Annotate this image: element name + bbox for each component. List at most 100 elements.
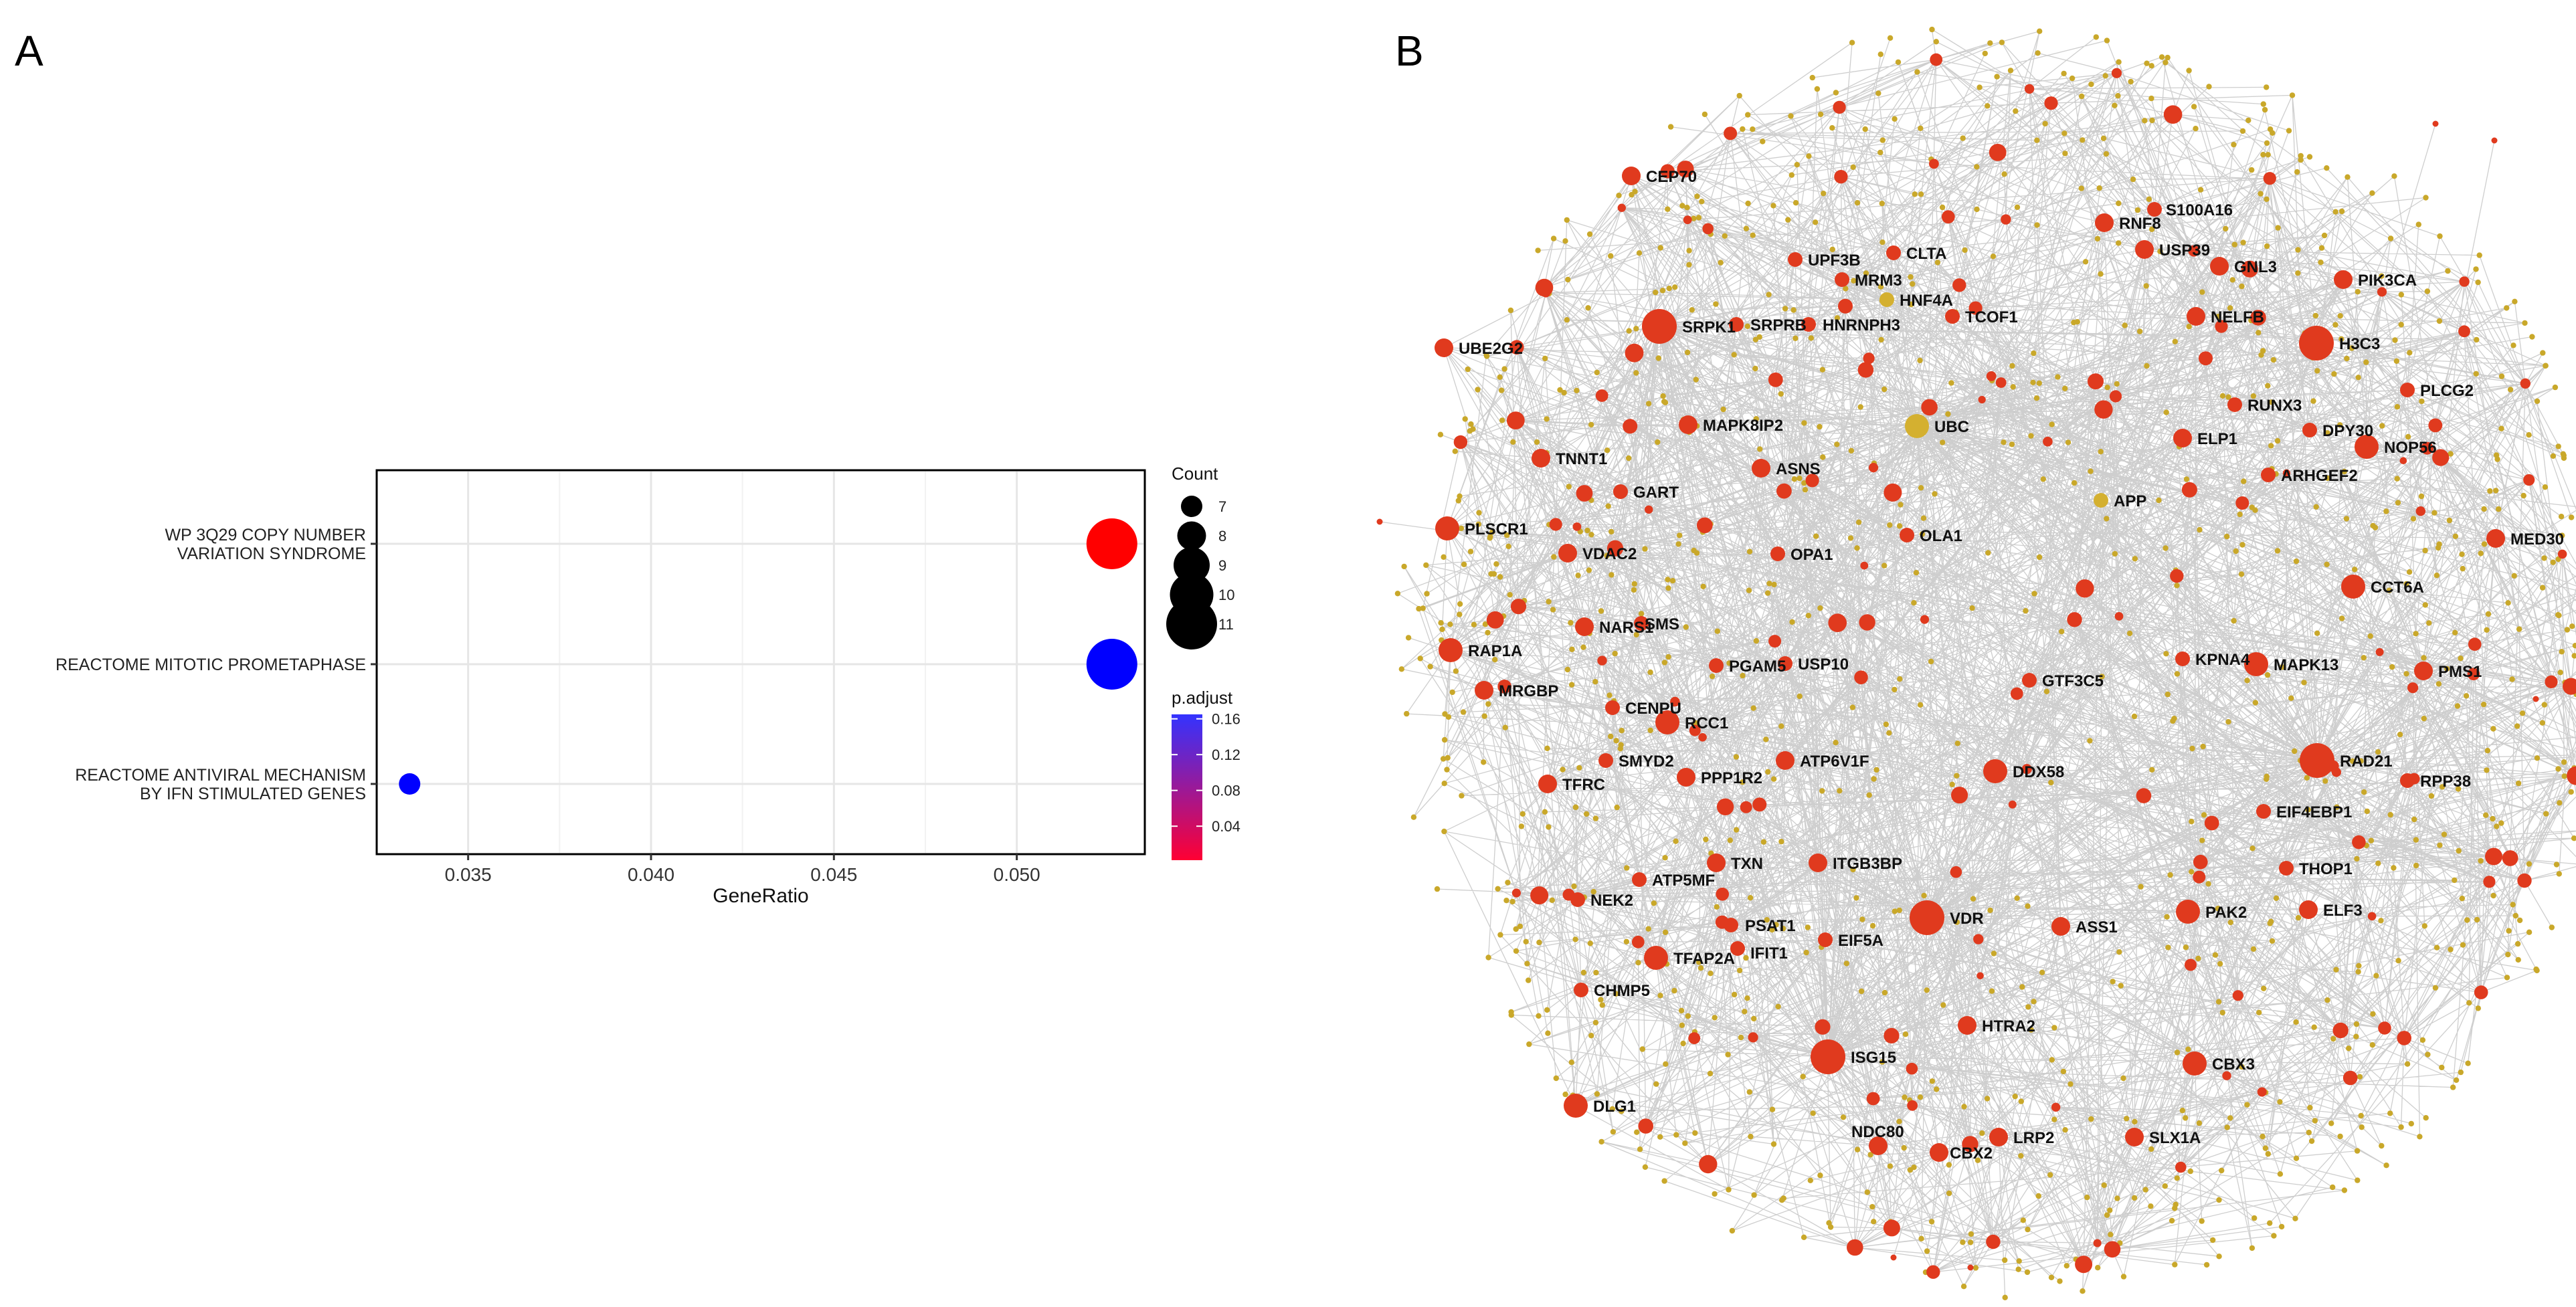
- node-label-dlg1: DLG1: [1593, 1098, 1636, 1116]
- minor-node-640: [2031, 591, 2037, 597]
- minor-node-761: [2186, 324, 2192, 330]
- minor-node-561: [2256, 1009, 2262, 1016]
- minor-node-1007: [1871, 1219, 1877, 1225]
- minor-node-413: [2043, 688, 2050, 695]
- minor-node-852: [1726, 1187, 1732, 1193]
- minor-node-795: [1449, 689, 1455, 696]
- minor-node-166: [2398, 322, 2404, 328]
- minor-node-611: [2239, 542, 2245, 548]
- minor-node-607: [2392, 337, 2398, 343]
- minor-node-890: [1660, 393, 1666, 399]
- minor-node-100: [2292, 1215, 2298, 1221]
- minor-node-790: [2419, 1037, 2426, 1043]
- minor-node-390: [2049, 421, 2055, 427]
- p-adjust-tick-label-0: 0.16: [1212, 711, 1240, 728]
- minor-node-623: [2040, 476, 2046, 482]
- minor-node-8: [1946, 1190, 1952, 1197]
- minor-node-654: [1442, 711, 1448, 717]
- minor-node-599: [1782, 306, 1788, 312]
- minor-node-841: [2048, 1274, 2055, 1281]
- node-label-cct6a: CCT6A: [2371, 579, 2424, 597]
- minor-node-553: [2466, 1000, 2472, 1006]
- minor-node-1063: [2144, 60, 2150, 66]
- minor-node-768: [2498, 820, 2504, 826]
- minor-node-831: [1770, 203, 1776, 209]
- unlabeled-hub-125: [2222, 1071, 2231, 1080]
- minor-node-466: [2322, 778, 2328, 784]
- node-label-s100a16: S100A16: [2166, 201, 2233, 219]
- minor-node-149: [1639, 1046, 1645, 1052]
- node-label-mrgbp: MRGBP: [1499, 682, 1558, 700]
- unlabeled-hub-61: [1702, 223, 1714, 235]
- minor-node-968: [2115, 93, 2121, 99]
- minor-node-872: [1598, 608, 1604, 614]
- node-label-isg15: ISG15: [1851, 1049, 1896, 1067]
- minor-node-985: [2557, 670, 2563, 676]
- minor-node-134: [1877, 149, 1883, 156]
- minor-node-699: [2039, 969, 2045, 976]
- minor-node-383: [1699, 199, 1705, 205]
- minor-node-568: [2437, 842, 2443, 848]
- minor-node-685: [2337, 1133, 2343, 1140]
- minor-node-701: [1954, 773, 1960, 779]
- minor-node-1041: [1857, 404, 1863, 410]
- minor-node-73: [2148, 226, 2155, 232]
- node-label-usp10: USP10: [1798, 656, 1849, 674]
- minor-node-884: [1940, 439, 1946, 445]
- minor-node-156: [1626, 455, 1632, 462]
- minor-node-1082: [2426, 620, 2432, 626]
- outlier-node-2: [1376, 518, 1383, 525]
- minor-node-340: [1467, 548, 1474, 555]
- unlabeled-hub-76: [1660, 164, 1675, 179]
- minor-node-272: [2395, 500, 2401, 506]
- node-upf3b: [1788, 252, 1803, 267]
- minor-node-367: [2355, 375, 2361, 381]
- minor-node-331: [1919, 531, 1926, 537]
- minor-node-264: [1475, 387, 1481, 393]
- p-adjust-tick-label-3: 0.04: [1212, 818, 1240, 835]
- minor-node-961: [1666, 286, 1672, 292]
- minor-node-812: [1750, 705, 1756, 711]
- minor-node-347: [2458, 1069, 2464, 1076]
- minor-node-550: [1740, 779, 1746, 785]
- minor-node-979: [1679, 203, 1685, 209]
- node-label-gart: GART: [1633, 484, 1679, 502]
- minor-node-579: [2433, 944, 2440, 950]
- minor-node-997: [1817, 423, 1823, 430]
- minor-node-646: [1502, 724, 1508, 730]
- minor-node-1059: [2144, 363, 2150, 369]
- minor-node-592: [1445, 755, 1451, 761]
- minor-node-947: [1417, 656, 1423, 662]
- minor-node-1073: [1817, 605, 1823, 611]
- minor-node-504: [2187, 1168, 2193, 1175]
- minor-node-1081: [2379, 423, 2385, 429]
- node-label-txn: TXN: [1731, 855, 1763, 873]
- unlabeled-hub-104: [1968, 301, 1983, 315]
- minor-node-279: [2364, 808, 2370, 815]
- minor-node-570: [2107, 1207, 2113, 1213]
- minor-node-809: [1788, 113, 1794, 119]
- minor-node-735: [1691, 547, 1697, 554]
- grid-lines: [378, 472, 1143, 853]
- minor-node-1066: [2411, 816, 2417, 823]
- unlabeled-hub-71: [1716, 798, 1734, 816]
- unlabeled-hub-103: [1597, 656, 1607, 666]
- minor-node-180: [2368, 837, 2375, 843]
- node-label-hnf4a: HNF4A: [1900, 292, 1953, 310]
- minor-node-813: [2318, 260, 2324, 266]
- minor-node-254: [2216, 1253, 2222, 1260]
- minor-node-830: [2001, 171, 2007, 177]
- minor-node-539: [1744, 323, 1750, 329]
- unlabeled-hub-56: [1623, 419, 1638, 434]
- minor-node-434: [2240, 239, 2246, 245]
- minor-node-117: [1513, 926, 1519, 932]
- unlabeled-hub-42: [1625, 343, 1644, 363]
- unlabeled-hub-48: [1509, 340, 1524, 355]
- minor-node-498: [2031, 350, 2037, 357]
- minor-node-684: [1565, 276, 1571, 283]
- minor-node-181: [2455, 786, 2462, 792]
- minor-node-966: [1802, 487, 1809, 493]
- minor-node-758: [2526, 929, 2533, 935]
- minor-node-137: [2330, 1184, 2336, 1191]
- unlabeled-hub-11: [1699, 1154, 1718, 1174]
